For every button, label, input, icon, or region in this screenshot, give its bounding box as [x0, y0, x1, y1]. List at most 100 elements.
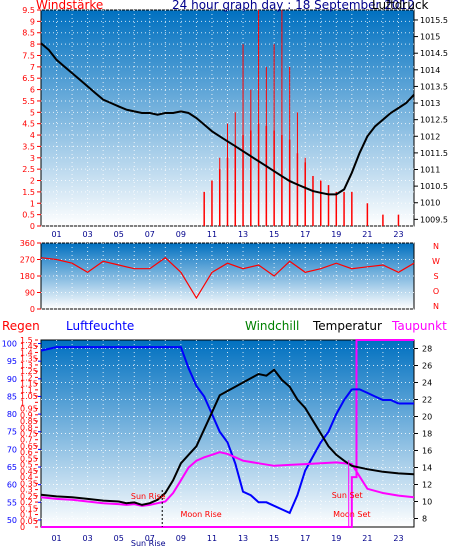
- panel2-y-labels: 0 90 180 270 360: [20, 239, 35, 314]
- y-left-tick-label: 4.5: [22, 120, 35, 129]
- temperature-tick-label: 14: [422, 464, 432, 473]
- rain-line: [41, 339, 414, 528]
- y-left-tick-label: 6.5: [22, 74, 35, 83]
- humidity-tick-label: 65: [7, 463, 17, 472]
- rain-tick-label: 0: [20, 523, 25, 532]
- y-left-tick-label: 6: [30, 86, 35, 95]
- rain-tick-label: 0.8: [20, 423, 33, 432]
- x-tick-label: 09: [176, 230, 186, 239]
- x-tick-label: 17: [300, 534, 310, 543]
- temperature-tick-label: 22: [422, 396, 432, 405]
- y-right-tick-label: 1015.5: [420, 16, 448, 25]
- x-tick-label: 03: [83, 230, 93, 239]
- x-tick-label: 13: [238, 534, 248, 543]
- rain-tick-label: 0.45: [20, 467, 38, 476]
- humidity-tick-label: 95: [7, 357, 17, 366]
- temperature-tick-label: 10: [422, 498, 432, 507]
- wind-axis-label: Windstärke: [36, 0, 103, 12]
- annotation-moon-set: Moon Set: [333, 510, 370, 519]
- temperature-tick-label: 20: [422, 413, 432, 422]
- y-right-tick-label: 1009.5: [420, 215, 448, 224]
- humidity-tick-label: 85: [7, 392, 17, 401]
- wind-direction-tick-label: 180: [20, 272, 35, 281]
- direction-letter-n: N: [433, 302, 439, 311]
- x-tick-label: 01: [51, 230, 61, 239]
- panel1-series: [40, 10, 415, 226]
- y-right-tick-label: 1012: [420, 132, 440, 141]
- pressure-line: [40, 42, 415, 196]
- panel3-x-labels: 01 03 05 07 09 11 13 15 17 19 21 23: [51, 534, 403, 543]
- legend-luftfeuchte: Luftfeuchte: [66, 319, 134, 333]
- x-tick-label: 11: [207, 230, 217, 239]
- rain-tick-label: 0.3: [20, 486, 33, 495]
- panel2-series: [40, 256, 415, 300]
- legend-windchill: Windchill: [245, 319, 299, 333]
- rain-tick-label: 0.55: [20, 454, 38, 463]
- rain-tick-label: 0.05: [20, 517, 38, 526]
- humidity-tick-label: 55: [7, 498, 17, 507]
- y-left-tick-label: 3.5: [22, 142, 35, 151]
- y-left-tick-label: 2: [30, 177, 35, 186]
- rain-tick-label: 0.75: [20, 430, 38, 439]
- direction-letter-o: O: [433, 287, 439, 296]
- y-left-tick-label: 8: [30, 40, 35, 49]
- y-right-tick-label: 1014.5: [420, 49, 448, 58]
- rain-tick-label: 1.45: [20, 342, 38, 351]
- x-tick-label: 19: [331, 230, 341, 239]
- x-tick-label: 15: [269, 230, 279, 239]
- legend-temperatur: Temperatur: [312, 319, 382, 333]
- panel3-grid: [35, 339, 418, 528]
- wind-direction-tick-label: 0: [30, 305, 35, 314]
- y-left-tick-label: 4: [30, 131, 35, 140]
- rain-tick-label: 1.2: [20, 373, 33, 382]
- panel3-annotations: Sun Rise Moon Rise Sun Set Moon Set Sun Rise: [131, 460, 371, 548]
- panel3-y-labels: 8101214161820222426285055606570758085909…: [2, 336, 432, 532]
- direction-letter-n: N: [433, 242, 439, 251]
- wind-direction-line: [40, 256, 415, 300]
- y-left-tick-label: 2.5: [22, 165, 35, 174]
- rain-tick-label: 1.5: [20, 336, 33, 345]
- x-tick-label: 13: [238, 230, 248, 239]
- rain-tick-label: 1.35: [20, 355, 38, 364]
- y-left-tick-label: 8.5: [22, 29, 35, 38]
- temperature-tick-label: 16: [422, 447, 432, 456]
- x-tick-label: 21: [362, 534, 372, 543]
- rain-tick-label: 1: [20, 398, 25, 407]
- dewpoint-line: [40, 451, 415, 507]
- humidity-tick-label: 60: [7, 481, 17, 490]
- rain-tick-label: 0.95: [20, 405, 38, 414]
- x-tick-label: 21: [362, 230, 372, 239]
- annotation-sun-rise: Sun Rise: [131, 492, 166, 501]
- panel3-series: [40, 339, 415, 528]
- y-right-tick-label: 1012.5: [420, 116, 448, 125]
- humidity-tick-label: 70: [7, 445, 17, 454]
- y-right-tick-label: 1015: [420, 33, 440, 42]
- humidity-tick-label: 90: [7, 375, 17, 384]
- rain-tick-label: 0.4: [20, 473, 33, 482]
- x-tick-label: 05: [114, 230, 124, 239]
- temperature-tick-label: 24: [422, 379, 432, 388]
- y-right-tick-label: 1011.5: [420, 149, 448, 158]
- x-tick-label: 05: [114, 534, 124, 543]
- rain-tick-label: 1.25: [20, 367, 38, 376]
- wind-direction-tick-label: 90: [25, 289, 35, 298]
- temperature-line: [40, 368, 415, 506]
- temperature-tick-label: 18: [422, 430, 432, 439]
- y-left-tick-label: 9: [30, 17, 35, 26]
- y-left-tick-label: 5: [30, 108, 35, 117]
- rain-tick-label: 0.85: [20, 417, 38, 426]
- x-tick-label: 03: [83, 534, 93, 543]
- y-left-tick-label: 1.5: [22, 188, 35, 197]
- x-tick-label: 19: [331, 534, 341, 543]
- rain-tick-label: 0.1: [20, 511, 33, 520]
- panel1-y-left-labels: 0 0.5 1 1.5 2 2.5 3 3.5 4 4.5 5 5.5 6 6.5 7 7.5 8 8.5 9 9.5: [22, 6, 35, 231]
- x-tick-label: 23: [393, 230, 403, 239]
- rain-tick-label: 1.05: [20, 392, 38, 401]
- x-tick-label: 23: [393, 534, 403, 543]
- direction-letter-s: S: [433, 272, 438, 281]
- y-right-tick-label: 1014: [420, 66, 440, 75]
- x-tick-label: 07: [145, 230, 155, 239]
- humidity-tick-label: 75: [7, 428, 17, 437]
- legend-regen: Regen: [2, 319, 40, 333]
